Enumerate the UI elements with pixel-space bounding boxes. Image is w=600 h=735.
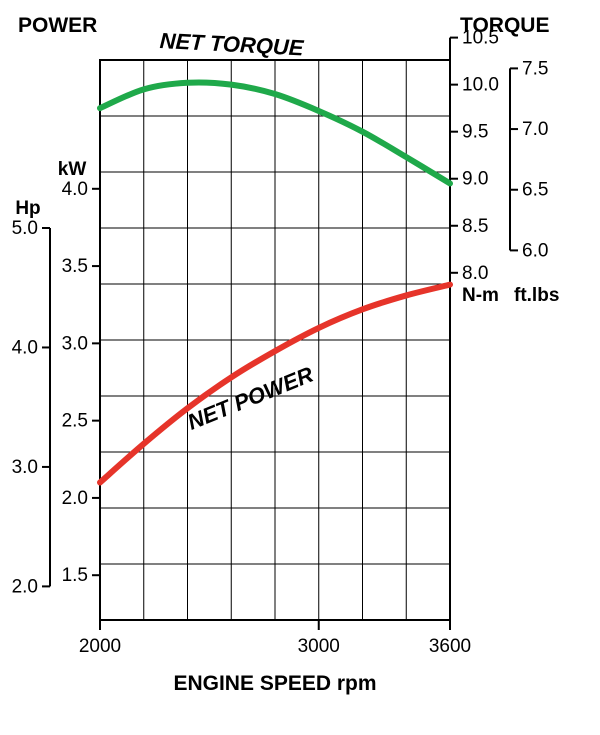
nm-tick-label: 8.5 <box>462 216 488 237</box>
hp-label: Hp <box>15 198 40 219</box>
hp-tick-label: 3.0 <box>12 457 38 478</box>
kw-tick-label: 2.5 <box>62 411 88 432</box>
nm-tick-label: 8.0 <box>462 263 488 284</box>
nm-tick-label: 10.5 <box>462 28 499 49</box>
ftlb-tick-label: 7.0 <box>522 119 548 140</box>
power-title: POWER <box>18 14 97 37</box>
x-tick-label: 2000 <box>79 636 121 657</box>
kw-tick-label: 3.5 <box>62 256 88 277</box>
nm-label: N-m <box>462 285 499 306</box>
ftlb-tick-label: 6.0 <box>522 240 548 261</box>
x-tick-label: 3600 <box>429 636 471 657</box>
kw-tick-label: 3.0 <box>62 333 88 354</box>
ftlb-axis: 6.0 6.5 7.0 7.5 ft.lbs <box>510 58 559 305</box>
nm-tick-label: 10.0 <box>462 75 499 96</box>
hp-axis: 2.0 3.0 4.0 5.0Hp <box>12 198 50 597</box>
ftlb-tick-label: 7.5 <box>522 58 548 79</box>
kw-axis: 1.5 2.0 2.5 3.0 3.5 4.0kW <box>58 159 100 586</box>
nm-tick-label: 9.5 <box>462 122 488 143</box>
engine-power-torque-chart: 200030003600ENGINE SPEED rpmPOWERTORQUE1… <box>0 0 600 735</box>
kw-tick-label: 1.5 <box>62 565 88 586</box>
ftlb-label: ft.lbs <box>514 285 559 306</box>
kw-tick-label: 2.0 <box>62 488 88 509</box>
kw-label: kW <box>58 159 87 180</box>
ftlb-tick-label: 6.5 <box>522 180 548 201</box>
nm-axis: 8.0 8.5 9.0 9.5 10.0 10.5 N-m <box>450 28 499 306</box>
hp-tick-label: 2.0 <box>12 576 38 597</box>
grid <box>100 60 450 620</box>
kw-tick-label: 4.0 <box>62 179 88 200</box>
x-tick-label: 3000 <box>298 636 340 657</box>
net-torque-label: NET TORQUE <box>159 28 305 61</box>
chart-container: 200030003600ENGINE SPEED rpmPOWERTORQUE1… <box>0 0 600 735</box>
nm-tick-label: 9.0 <box>462 169 488 190</box>
x-axis-title: ENGINE SPEED rpm <box>173 672 376 695</box>
hp-tick-label: 5.0 <box>12 218 38 239</box>
hp-tick-label: 4.0 <box>12 337 38 358</box>
x-axis: 2000 3000 3600 <box>79 620 471 657</box>
